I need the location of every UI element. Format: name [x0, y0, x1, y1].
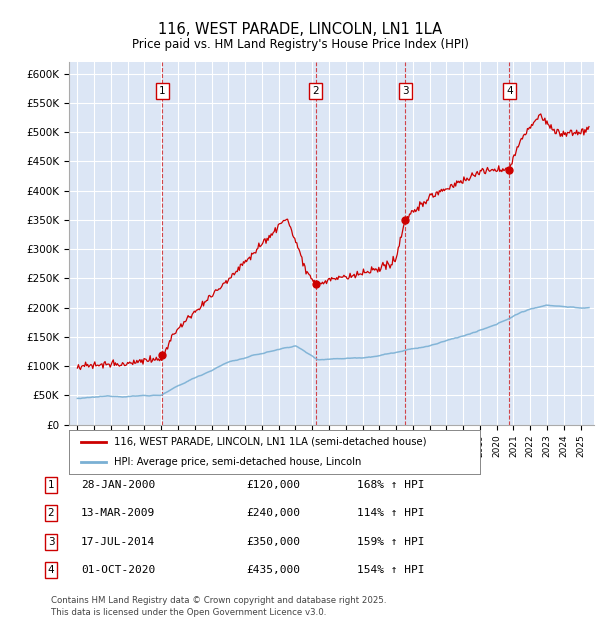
Text: 3: 3	[47, 537, 55, 547]
Text: 1: 1	[47, 480, 55, 490]
Text: 154% ↑ HPI: 154% ↑ HPI	[357, 565, 425, 575]
Text: 01-OCT-2020: 01-OCT-2020	[81, 565, 155, 575]
Text: £435,000: £435,000	[246, 565, 300, 575]
Text: £120,000: £120,000	[246, 480, 300, 490]
Text: 116, WEST PARADE, LINCOLN, LN1 1LA: 116, WEST PARADE, LINCOLN, LN1 1LA	[158, 22, 442, 37]
Text: 116, WEST PARADE, LINCOLN, LN1 1LA (semi-detached house): 116, WEST PARADE, LINCOLN, LN1 1LA (semi…	[114, 436, 427, 447]
Text: 28-JAN-2000: 28-JAN-2000	[81, 480, 155, 490]
Text: Price paid vs. HM Land Registry's House Price Index (HPI): Price paid vs. HM Land Registry's House …	[131, 38, 469, 51]
Text: 4: 4	[506, 86, 512, 96]
Text: 3: 3	[402, 86, 409, 96]
Text: Contains HM Land Registry data © Crown copyright and database right 2025.
This d: Contains HM Land Registry data © Crown c…	[51, 596, 386, 617]
Text: 13-MAR-2009: 13-MAR-2009	[81, 508, 155, 518]
Text: HPI: Average price, semi-detached house, Lincoln: HPI: Average price, semi-detached house,…	[114, 457, 362, 467]
Text: 2: 2	[312, 86, 319, 96]
Text: 168% ↑ HPI: 168% ↑ HPI	[357, 480, 425, 490]
Text: 114% ↑ HPI: 114% ↑ HPI	[357, 508, 425, 518]
Text: 17-JUL-2014: 17-JUL-2014	[81, 537, 155, 547]
Text: 4: 4	[47, 565, 55, 575]
Text: £240,000: £240,000	[246, 508, 300, 518]
Text: 159% ↑ HPI: 159% ↑ HPI	[357, 537, 425, 547]
Text: 2: 2	[47, 508, 55, 518]
Text: £350,000: £350,000	[246, 537, 300, 547]
Text: 1: 1	[159, 86, 166, 96]
